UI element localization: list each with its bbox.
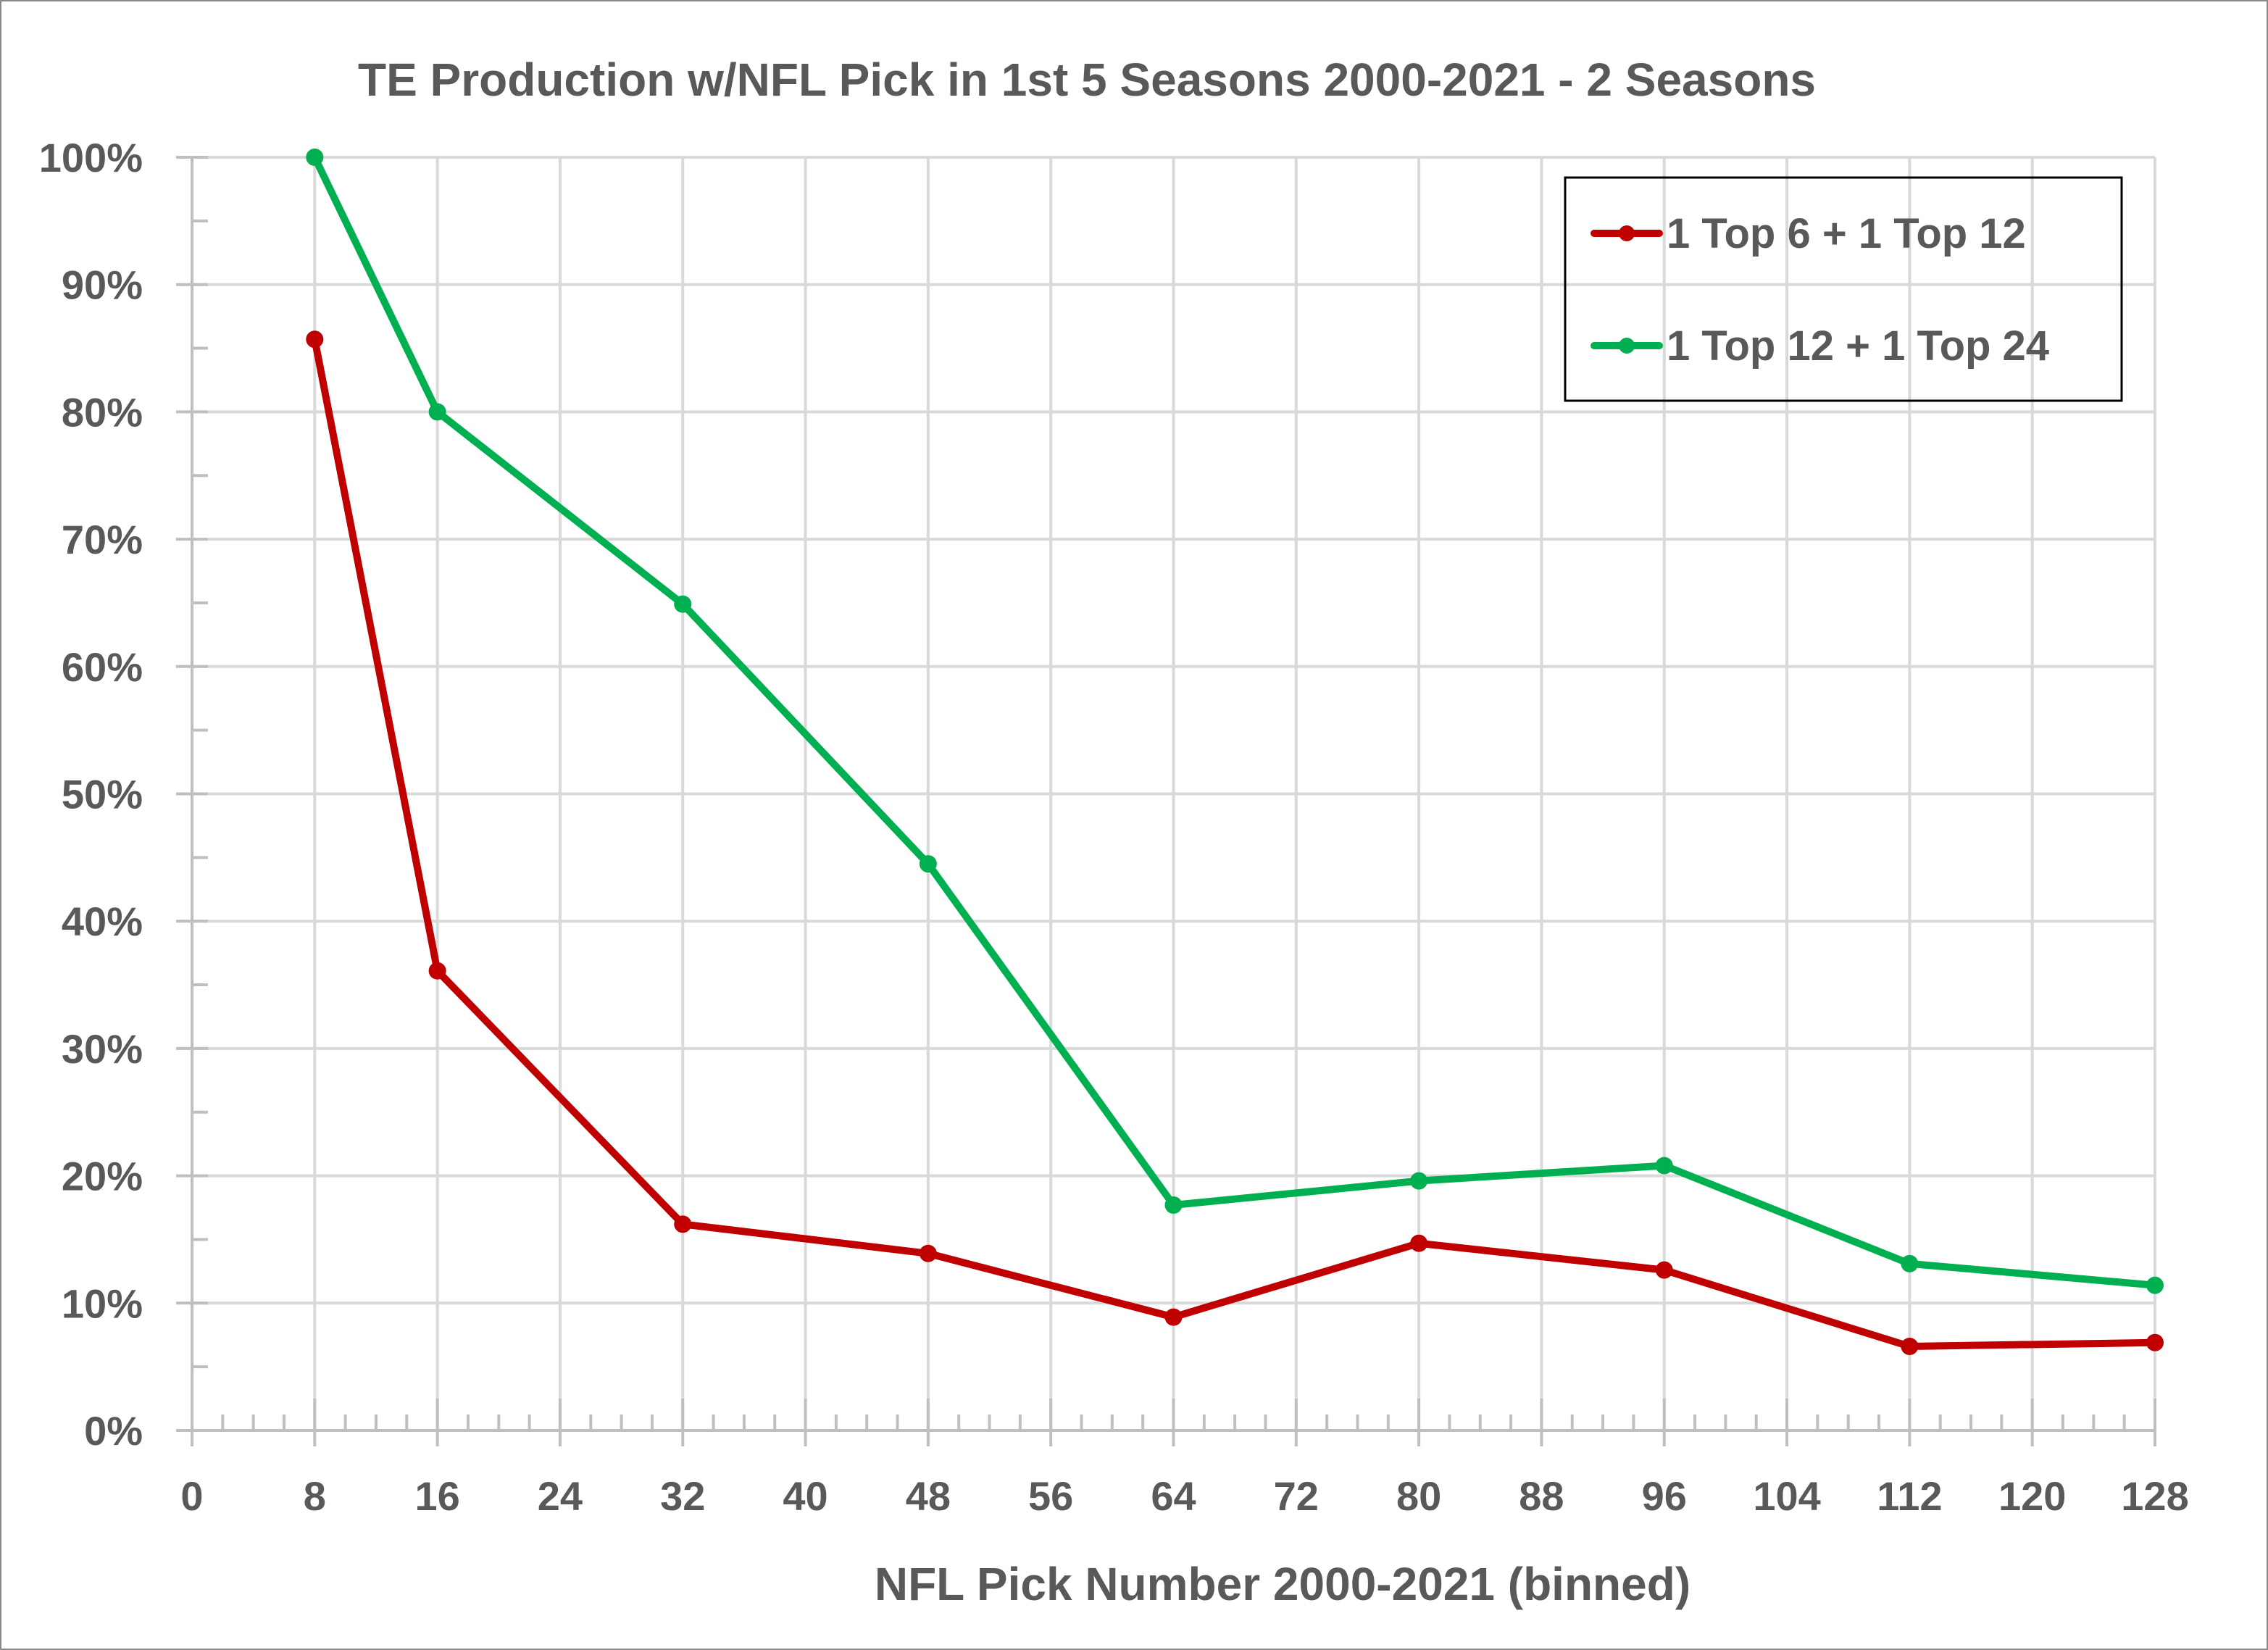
x-tick-label: 0 — [180, 1473, 203, 1519]
legend-marker-series-2 — [1619, 338, 1635, 354]
legend: 1 Top 6 + 1 Top 12 1 Top 12 + 1 Top 24 — [1564, 176, 2123, 402]
data-point-series-1 — [1901, 1338, 1919, 1356]
y-tick-label: 20% — [62, 1154, 143, 1199]
data-point-series-2 — [428, 403, 446, 421]
data-point-series-2 — [1410, 1172, 1428, 1190]
y-tick-label: 10% — [62, 1280, 143, 1326]
data-point-series-2 — [306, 149, 324, 166]
data-point-series-1 — [1410, 1234, 1428, 1252]
chart-title: TE Production w/NFL Pick in 1st 5 Season… — [358, 54, 1816, 106]
x-tick-label: 24 — [538, 1473, 583, 1519]
data-point-series-1 — [1655, 1261, 1673, 1279]
y-tick-label: 40% — [62, 899, 143, 944]
data-point-series-2 — [1901, 1254, 1919, 1272]
x-tick-label: 80 — [1396, 1473, 1441, 1519]
x-tick-label: 64 — [1151, 1473, 1196, 1519]
x-tick-label: 128 — [2121, 1473, 2188, 1519]
series-line-1 — [311, 338, 2156, 1351]
legend-item-series-2: 1 Top 12 + 1 Top 24 — [1590, 322, 2049, 370]
tick-labels: 0% 10% 20% 30% 40% 50% 60% 70% 80% 90% 100% 0 8 16 24 3… — [39, 135, 2189, 1519]
x-tick-label: 120 — [1998, 1473, 2066, 1519]
data-point-series-1 — [1164, 1308, 1183, 1326]
y-tick-label: 80% — [62, 389, 143, 435]
legend-box — [1564, 176, 2123, 402]
x-tick-label: 88 — [1519, 1473, 1564, 1519]
y-tick-label: 0% — [84, 1408, 143, 1454]
axes — [176, 156, 2156, 1446]
legend-label-series-1: 1 Top 6 + 1 Top 12 — [1667, 210, 2026, 257]
y-tick-label: 50% — [62, 772, 143, 817]
data-point-series-2 — [1164, 1196, 1183, 1214]
x-tick-label: 32 — [660, 1473, 705, 1519]
data-point-series-2 — [1655, 1157, 1673, 1175]
legend-item-series-1: 1 Top 6 + 1 Top 12 — [1590, 210, 2026, 257]
data-point-series-2 — [2146, 1276, 2164, 1294]
y-tick-label: 70% — [62, 517, 143, 562]
data-point-series-1 — [919, 1244, 937, 1262]
x-tick-label: 112 — [1877, 1473, 1942, 1519]
data-point-series-2 — [919, 855, 937, 873]
data-point-series-1 — [306, 330, 324, 349]
y-tick-label: 90% — [62, 262, 143, 308]
data-point-series-1 — [674, 1215, 692, 1233]
x-tick-label: 96 — [1642, 1473, 1687, 1519]
y-tick-label: 100% — [39, 135, 143, 180]
gridlines — [192, 156, 2156, 1430]
x-tick-label: 48 — [906, 1473, 951, 1519]
x-tick-label: 40 — [783, 1473, 827, 1519]
legend-label-series-2: 1 Top 12 + 1 Top 24 — [1667, 322, 2049, 370]
legend-marker-series-1 — [1619, 225, 1635, 241]
x-axis-title: NFL Pick Number 2000-2021 (binned) — [875, 1558, 1690, 1610]
x-tick-label: 72 — [1274, 1473, 1319, 1519]
x-tick-label: 8 — [304, 1473, 326, 1519]
series-lines — [306, 149, 2164, 1356]
data-point-series-2 — [674, 595, 692, 613]
data-point-series-1 — [428, 962, 446, 980]
data-point-series-1 — [2146, 1333, 2164, 1351]
x-tick-label: 104 — [1753, 1473, 1820, 1519]
x-tick-label: 16 — [414, 1473, 459, 1519]
y-tick-label: 30% — [62, 1026, 143, 1072]
y-tick-label: 60% — [62, 644, 143, 690]
x-tick-label: 56 — [1028, 1473, 1073, 1519]
